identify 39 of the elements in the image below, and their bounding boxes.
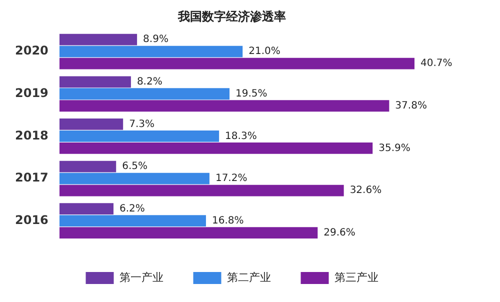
data-label: 17.2% xyxy=(215,173,248,184)
bar xyxy=(59,160,116,172)
data-label: 6.2% xyxy=(119,203,145,214)
y-tick-label: 2019 xyxy=(14,86,48,100)
data-label: 40.7% xyxy=(420,58,452,70)
data-label: 6.5% xyxy=(122,161,148,172)
y-tick-label: 2017 xyxy=(14,170,48,185)
data-label: 7.3% xyxy=(129,118,154,130)
data-label: 19.5% xyxy=(236,88,268,100)
bar xyxy=(59,184,344,196)
data-label: 37.8% xyxy=(395,100,427,112)
data-label: 35.9% xyxy=(378,142,410,154)
y-tick-label: 2016 xyxy=(14,212,48,227)
bar xyxy=(59,227,318,239)
bar xyxy=(59,88,230,100)
y-tick-label: 2018 xyxy=(14,128,48,142)
bar xyxy=(59,76,131,88)
bar xyxy=(59,215,206,227)
bar xyxy=(59,142,373,154)
data-label: 8.9% xyxy=(143,34,168,46)
y-tick-label: 2020 xyxy=(14,44,48,58)
legend-label: 第三产业 xyxy=(334,270,378,284)
data-label: 16.8% xyxy=(212,215,244,226)
data-label: 18.3% xyxy=(225,130,257,142)
bar xyxy=(59,46,243,58)
legend-label: 第二产业 xyxy=(226,270,271,284)
chart-title: 我国数字经济渗透率 xyxy=(177,9,286,24)
bar xyxy=(59,130,220,142)
bar xyxy=(59,100,390,112)
bar xyxy=(59,172,210,184)
data-label: 29.6% xyxy=(324,227,356,238)
bar xyxy=(59,118,124,130)
data-label: 8.2% xyxy=(136,76,162,88)
data-label: 21.0% xyxy=(248,46,280,58)
legend-label: 第一产业 xyxy=(119,270,164,284)
data-label: 32.6% xyxy=(350,185,382,196)
bar xyxy=(59,34,138,46)
bar xyxy=(59,203,114,215)
bar xyxy=(59,58,414,70)
